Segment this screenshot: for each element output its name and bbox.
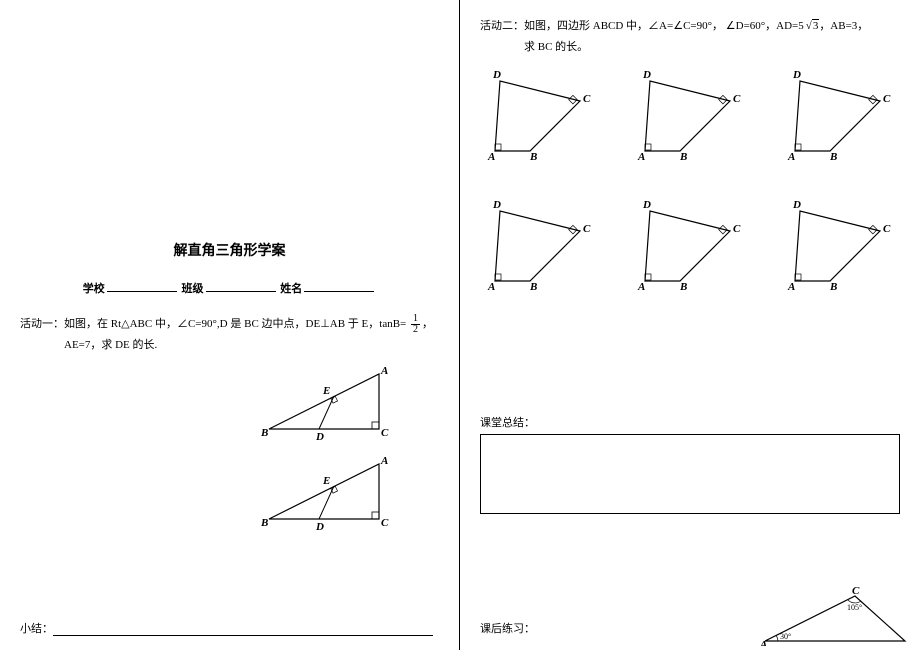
- worksheet-title: 解直角三角形学案: [20, 240, 439, 260]
- svg-text:C: C: [733, 93, 741, 105]
- svg-text:D: D: [492, 199, 501, 211]
- triangle-abc-1: A B C D E: [259, 364, 399, 444]
- svg-text:E: E: [322, 385, 330, 397]
- quad-abcd-5: A B C D: [630, 196, 750, 296]
- svg-text:D: D: [642, 69, 651, 81]
- homework-label: 课后练习：: [480, 623, 535, 635]
- sqrt-3: 3: [804, 16, 820, 37]
- svg-text:E: E: [322, 475, 330, 487]
- class-label: 班级: [182, 283, 204, 295]
- svg-text:D: D: [792, 199, 801, 211]
- svg-text:105°: 105°: [847, 603, 862, 612]
- svg-text:C: C: [381, 517, 389, 529]
- student-info-row: 学校 班级 姓名: [20, 278, 439, 296]
- quad-row-2: A B C D A B C D A B C D: [480, 196, 900, 296]
- svg-text:D: D: [792, 69, 801, 81]
- svg-text:A: A: [787, 151, 795, 163]
- summary-label: 课堂总结：: [480, 414, 900, 430]
- activity2-suffix: ，AB=3，: [819, 20, 868, 32]
- svg-text:A: A: [380, 365, 388, 377]
- xiaojie-blank[interactable]: [53, 622, 433, 636]
- name-label: 姓名: [280, 283, 302, 295]
- school-blank[interactable]: [107, 278, 177, 292]
- svg-text:C: C: [583, 93, 591, 105]
- svg-text:B: B: [529, 151, 537, 163]
- svg-text:D: D: [315, 521, 324, 533]
- svg-text:B: B: [829, 281, 837, 293]
- activity1-comma: ，: [422, 318, 433, 330]
- svg-text:C: C: [883, 223, 891, 235]
- svg-text:A: A: [637, 281, 645, 293]
- svg-text:D: D: [492, 69, 501, 81]
- svg-text:A: A: [487, 151, 495, 163]
- xiaojie-label: 小结：: [20, 623, 53, 635]
- activity-1: 活动一：如图，在 Rt△ABC 中，∠C=90°,D 是 BC 边中点，DE⊥A…: [20, 314, 439, 356]
- triangle-abc-2: A B C D E: [259, 454, 399, 534]
- svg-text:B: B: [829, 151, 837, 163]
- svg-text:A: A: [787, 281, 795, 293]
- class-blank[interactable]: [206, 278, 276, 292]
- svg-text:B: B: [260, 517, 268, 529]
- svg-text:A: A: [760, 639, 767, 646]
- svg-text:C: C: [883, 93, 891, 105]
- svg-text:D: D: [315, 431, 324, 443]
- svg-text:C: C: [852, 586, 860, 597]
- svg-text:A: A: [637, 151, 645, 163]
- quad-abcd-6: A B C D: [780, 196, 900, 296]
- activity-2: 活动二：如图，四边形 ABCD 中，∠A=∠C=90°， ∠D=60°，AD=5…: [480, 16, 900, 58]
- homework-row: 课后练习： 30° 105° C A: [480, 620, 900, 636]
- svg-text:A: A: [487, 281, 495, 293]
- activity2-text-1: 活动二：如图，四边形 ABCD 中，∠A=∠C=90°， ∠D=60°，AD=5: [480, 20, 804, 32]
- school-label: 学校: [83, 283, 105, 295]
- name-blank[interactable]: [304, 278, 374, 292]
- activity1-figure-row-1: A B C D E: [20, 364, 439, 444]
- svg-text:B: B: [260, 427, 268, 439]
- svg-text:C: C: [583, 223, 591, 235]
- summary-box[interactable]: [480, 434, 900, 514]
- quad-abcd-3: A B C D: [780, 66, 900, 166]
- quad-abcd-4: A B C D: [480, 196, 600, 296]
- quad-abcd-1: A B C D: [480, 66, 600, 166]
- activity2-line2: 求 BC 的长。: [480, 37, 900, 58]
- svg-text:30°: 30°: [780, 632, 791, 641]
- activity1-text-1: 活动一：如图，在 Rt△ABC 中，∠C=90°,D 是 BC 边中点，DE⊥A…: [20, 318, 406, 330]
- quad-abcd-2: A B C D: [630, 66, 750, 166]
- fraction-half: 1 2: [411, 314, 420, 335]
- svg-text:B: B: [679, 281, 687, 293]
- svg-text:B: B: [529, 281, 537, 293]
- svg-text:A: A: [380, 455, 388, 467]
- svg-text:C: C: [733, 223, 741, 235]
- homework-triangle: 30° 105° C A: [760, 586, 910, 646]
- svg-text:C: C: [381, 427, 389, 439]
- left-column: 解直角三角形学案 学校 班级 姓名 活动一：如图，在 Rt△ABC 中，∠C=9…: [0, 0, 460, 650]
- svg-text:D: D: [642, 199, 651, 211]
- right-column: 活动二：如图，四边形 ABCD 中，∠A=∠C=90°， ∠D=60°，AD=5…: [460, 0, 920, 650]
- activity1-line2: AE=7，求 DE 的长.: [20, 335, 439, 356]
- svg-text:B: B: [679, 151, 687, 163]
- xiaojie-row: 小结：: [20, 620, 439, 636]
- quad-row-1: A B C D A B C D A B C D: [480, 66, 900, 166]
- activity1-figure-row-2: A B C D E: [20, 454, 439, 534]
